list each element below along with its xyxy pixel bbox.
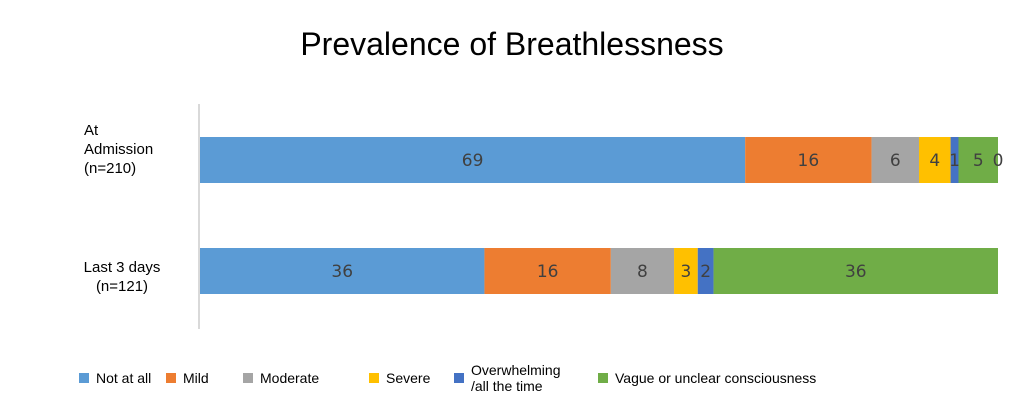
legend-label: Severe (386, 370, 431, 386)
bar-segment-1-0 (200, 248, 485, 294)
legend-label: Not at all (96, 370, 152, 386)
legend-item-4: Overwhelming /all the time (454, 362, 560, 394)
data-label-1-5: 36 (845, 262, 867, 282)
data-label-0-5: 5 (973, 151, 984, 171)
legend-item-1: Mild (166, 370, 209, 386)
bar-segment-0-0 (200, 137, 746, 183)
legend-label: Mild (183, 370, 209, 386)
data-label-0-2: 6 (890, 151, 901, 171)
legend-item-3: Severe (369, 370, 430, 386)
bar-segment-1-2 (610, 248, 675, 294)
data-label-0-4: 1 (949, 151, 960, 171)
bar-segment-1-5 (713, 248, 998, 294)
data-label-0-1: 16 (798, 151, 820, 171)
bar-segment-1-4 (697, 248, 714, 294)
legend-swatch (79, 373, 89, 383)
legend-swatch (369, 373, 379, 383)
legend-label: Vague or unclear consciousness (615, 370, 817, 386)
data-label-1-3: 3 (680, 262, 691, 282)
legend-label: Moderate (260, 370, 320, 386)
bar-segment-0-1 (745, 137, 872, 183)
bar-segment-0-3 (918, 137, 951, 183)
legend-swatch (243, 373, 253, 383)
legend-item-2: Moderate (243, 370, 319, 386)
bar-segment-0-5 (958, 137, 998, 183)
category-label-last-3-days: Last 3 days (n=121) (83, 259, 161, 295)
legend-swatch (454, 373, 464, 383)
legend-swatch (166, 373, 176, 383)
bar-segment-1-3 (674, 248, 698, 294)
data-label-extra-0: 0 (993, 151, 1004, 171)
category-label-at-admission: At Admission (n=210) (84, 122, 154, 177)
legend-item-5: Vague or unclear consciousness (598, 370, 816, 386)
data-label-0-3: 4 (929, 151, 940, 171)
legend-item-0: Not at all (79, 370, 151, 386)
data-label-1-1: 16 (537, 262, 559, 282)
bar-segment-1-1 (484, 248, 611, 294)
bar-segment-0-2 (871, 137, 919, 183)
data-label-1-4: 2 (700, 262, 711, 282)
data-label-1-0: 36 (331, 262, 353, 282)
data-label-1-2: 8 (637, 262, 648, 282)
chart-title: Prevalence of Breathlessness (300, 26, 724, 62)
data-label-0-0: 69 (462, 151, 484, 171)
bar-segment-0-4 (950, 137, 959, 183)
legend: Not at all Mild Moderate Severe Overwhelming… (0, 362, 1024, 402)
legend-swatch (598, 373, 608, 383)
legend-label: Overwhelming /all the time (471, 362, 561, 394)
category-axis-line (198, 104, 200, 329)
